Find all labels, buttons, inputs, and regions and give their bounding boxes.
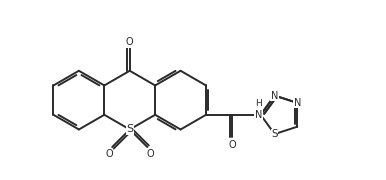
- Text: O: O: [105, 149, 113, 159]
- Text: N: N: [271, 91, 278, 101]
- Text: O: O: [229, 140, 236, 150]
- Text: O: O: [126, 37, 134, 48]
- Text: S: S: [271, 129, 278, 139]
- Text: N: N: [294, 98, 301, 108]
- Text: O: O: [147, 149, 154, 159]
- Text: H: H: [255, 99, 262, 108]
- Text: S: S: [126, 125, 133, 134]
- Text: N: N: [255, 110, 262, 120]
